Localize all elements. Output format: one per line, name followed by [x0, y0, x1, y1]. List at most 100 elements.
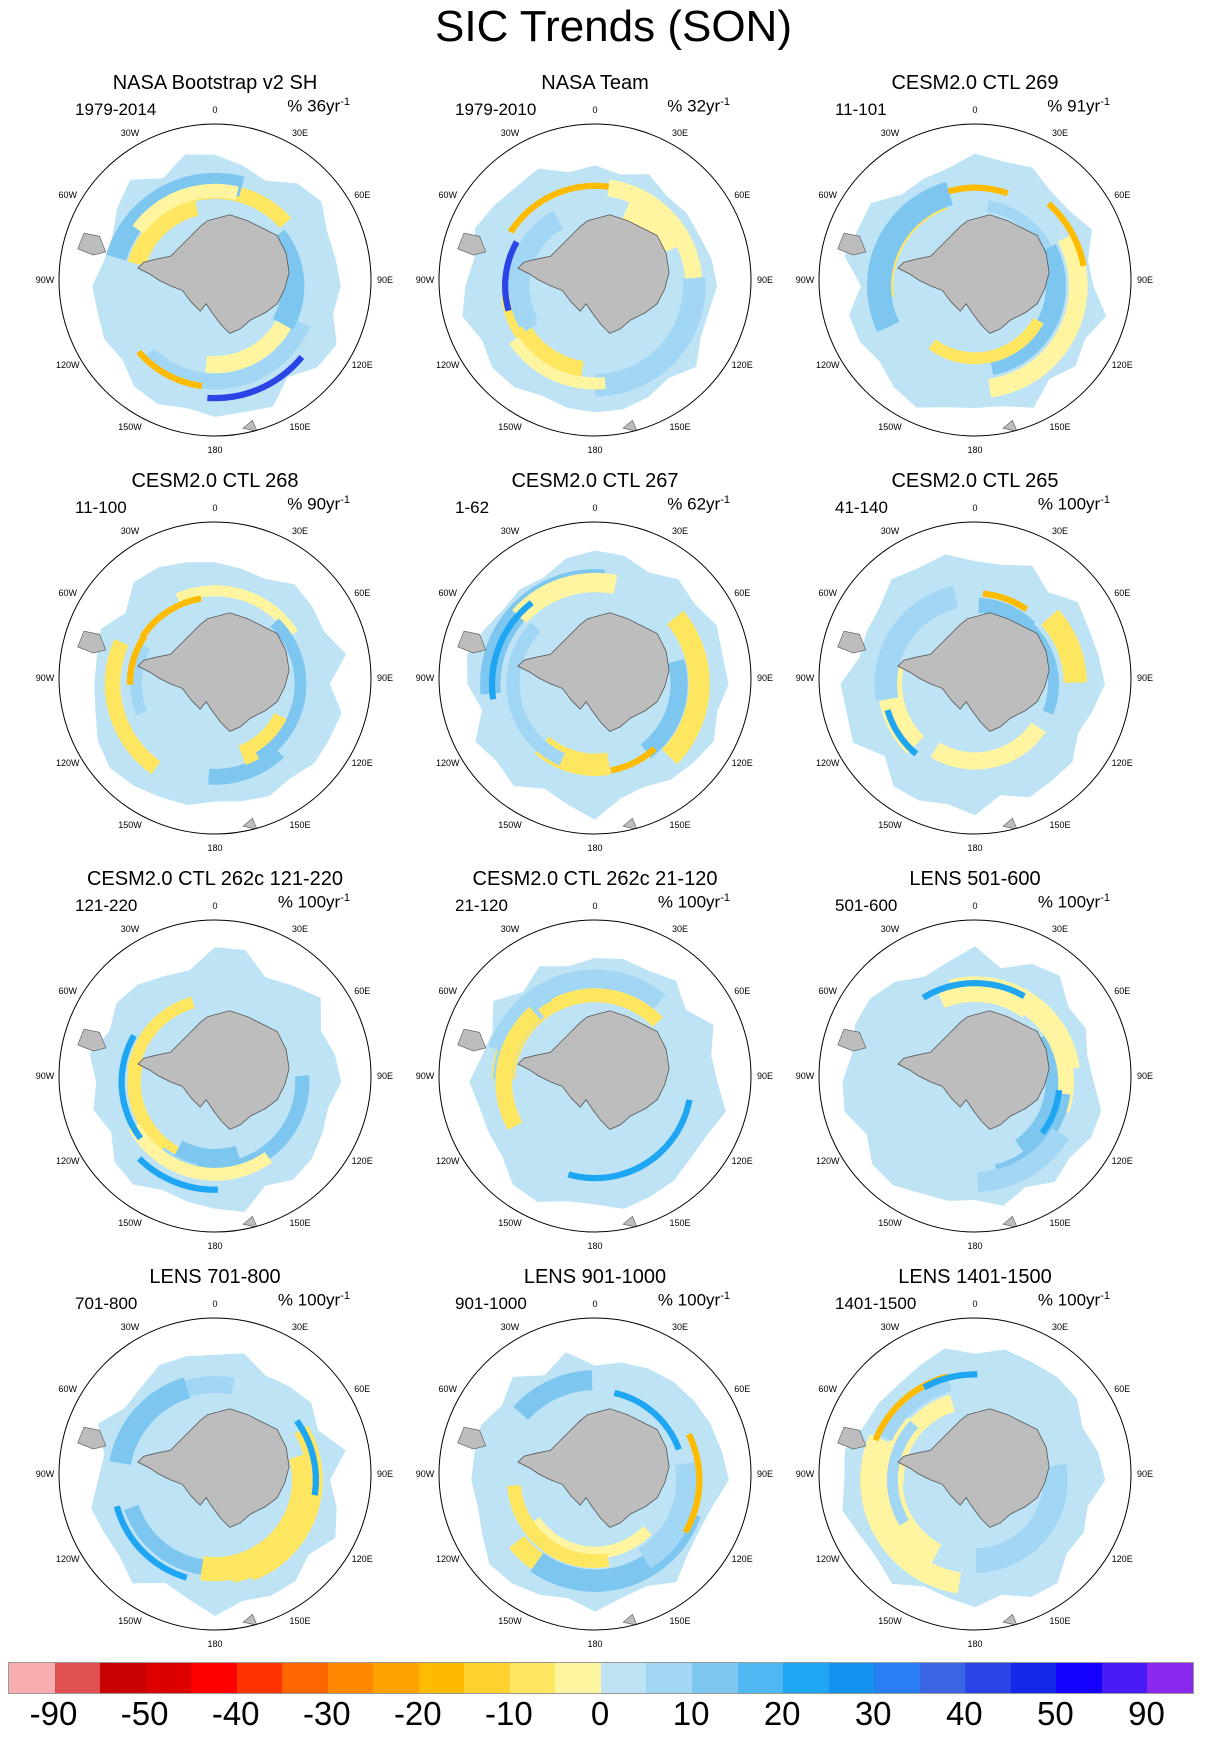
longitude-label: 150E — [669, 1616, 690, 1626]
longitude-label: 30E — [1052, 1322, 1068, 1332]
longitude-label: 150W — [878, 422, 902, 432]
panel-units-text: % 32yr — [667, 96, 721, 116]
panel-units-exponent: -1 — [720, 494, 730, 506]
panel-units-text: % 100yr — [277, 892, 341, 912]
panel-title: CESM2.0 CTL 262c 21-120 — [472, 868, 718, 890]
longitude-label: 90E — [757, 1071, 773, 1081]
polar-map: 0 30E 60E 90E 120E 150E 180 150W 120W 90W 60W 30W — [36, 901, 393, 1251]
longitude-label: 30E — [292, 128, 308, 138]
polar-map: 0 30E 60E 90E 120E 150E 180 150W 120W 90W 60W 30W — [36, 105, 393, 455]
longitude-label: 90E — [377, 1469, 393, 1479]
colorbar-tick-label: 90 — [1128, 1695, 1165, 1732]
colorbar-cell — [1147, 1663, 1193, 1693]
map-boundary — [818, 1317, 1132, 1631]
antarctica-landmass — [517, 214, 670, 334]
figure-title: SIC Trends (SON) — [435, 2, 792, 51]
longitude-label: 150E — [669, 1218, 690, 1228]
new-zealand-landmass — [622, 817, 638, 830]
longitude-label: 120E — [1112, 360, 1133, 370]
map-boundary — [438, 123, 752, 437]
antarctica-landmass — [897, 1010, 1050, 1130]
panel-period: 501-600 — [835, 896, 898, 915]
longitude-label: 0 — [972, 1299, 977, 1309]
south-america-landmass — [77, 1426, 107, 1450]
new-zealand-landmass — [622, 1215, 638, 1228]
longitude-label: 120W — [436, 1156, 460, 1166]
map-panel: LENS 701-800 701-800 % 100yr-1 0 30E 60E 90E 12… — [20, 1266, 410, 1661]
longitude-label: 90W — [36, 275, 55, 285]
longitude-label: 30W — [881, 1322, 900, 1332]
trend-band — [551, 988, 663, 1027]
longitude-label: 90W — [36, 1071, 55, 1081]
panel-units: % 100yr-1 — [278, 1290, 350, 1311]
panel-units: % 100yr-1 — [658, 892, 730, 913]
longitude-label: 120E — [1112, 1554, 1133, 1564]
polar-map: 0 30E 60E 90E 120E 150E 180 150W 120W 90W 60W 30W — [796, 503, 1153, 853]
trend-band — [988, 232, 1088, 398]
longitude-label: 150W — [878, 1616, 902, 1626]
trend-streak — [207, 354, 305, 402]
longitude-label: 0 — [592, 503, 597, 513]
trend-band — [106, 172, 245, 261]
longitude-label: 90W — [416, 275, 435, 285]
panel-period: 901-1000 — [455, 1294, 527, 1313]
longitude-label: 180 — [207, 1639, 222, 1649]
trend-band — [511, 572, 618, 624]
trend-band — [513, 1370, 593, 1420]
panel-period: 701-800 — [75, 1294, 138, 1313]
panel-units-text: % 100yr — [1037, 892, 1101, 912]
longitude-label: 90E — [1137, 275, 1153, 285]
new-zealand-landmass — [622, 419, 638, 432]
panel-units-exponent: -1 — [340, 96, 350, 108]
trend-streak — [488, 600, 534, 700]
longitude-label: 30W — [501, 1322, 520, 1332]
map-boundary — [438, 1317, 752, 1631]
longitude-label: 120W — [816, 1554, 840, 1564]
panel-period: 11-101 — [835, 100, 887, 119]
colorbar-tick-label: -30 — [302, 1695, 351, 1732]
polar-map: 0 30E 60E 90E 120E 150E 180 150W 120W 90W 60W 30W — [416, 1299, 773, 1649]
panel-units-exponent: -1 — [340, 1290, 350, 1302]
panel-units-text: % 36yr — [287, 96, 341, 116]
colorbar-tick-label: -20 — [393, 1695, 442, 1732]
longitude-label: 180 — [967, 445, 982, 455]
south-america-landmass — [77, 232, 107, 256]
longitude-label: 90E — [1137, 1469, 1153, 1479]
longitude-label: 30W — [501, 924, 520, 934]
longitude-label: 30W — [881, 526, 900, 536]
longitude-label: 120E — [352, 758, 373, 768]
trend-streak — [982, 590, 1029, 613]
colorbar-tick-label: 40 — [945, 1695, 983, 1732]
colorbar-cell — [919, 1663, 966, 1693]
longitude-label: 120W — [436, 758, 460, 768]
longitude-label: 120E — [352, 360, 373, 370]
longitude-label: 150W — [498, 1218, 522, 1228]
longitude-label: 60W — [59, 190, 78, 200]
panel-title: NASA Team — [541, 72, 649, 94]
trend-band — [506, 622, 566, 766]
trend-band — [104, 639, 161, 775]
colorbar-cell — [100, 1663, 146, 1693]
longitude-label: 90E — [757, 673, 773, 683]
longitude-label: 150E — [1049, 422, 1070, 432]
trend-streak — [1046, 201, 1087, 267]
longitude-label: 60E — [354, 986, 370, 996]
polar-map: 0 30E 60E 90E 120E 150E 180 150W 120W 90W 60W 30W — [416, 105, 773, 455]
panel-period: 1979-2010 — [455, 100, 537, 119]
longitude-label: 60W — [819, 1384, 838, 1394]
longitude-label: 90E — [757, 275, 773, 285]
longitude-label: 30W — [501, 128, 520, 138]
longitude-label: 120W — [816, 1156, 840, 1166]
trend-streak — [502, 240, 520, 312]
longitude-label: 60W — [819, 588, 838, 598]
south-america-landmass — [457, 1426, 487, 1450]
trend-band — [204, 315, 300, 379]
longitude-label: 60W — [439, 1384, 458, 1394]
new-zealand-landmass — [1002, 1215, 1018, 1228]
longitude-label: 120W — [56, 1156, 80, 1166]
polar-map: 0 30E 60E 90E 120E 150E 180 150W 120W 90W 60W 30W — [796, 1299, 1153, 1649]
panel-period: 1401-1500 — [835, 1294, 917, 1313]
panel-title: LENS 701-800 — [149, 1266, 281, 1288]
trend-band — [621, 201, 678, 257]
trend-streak — [613, 1389, 682, 1451]
